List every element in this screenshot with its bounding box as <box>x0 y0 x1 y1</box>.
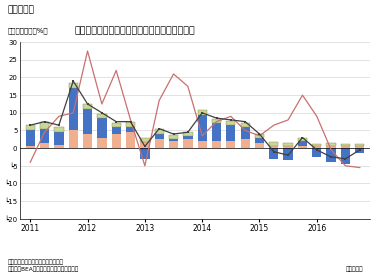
Bar <box>25 146 35 148</box>
Bar <box>97 138 107 148</box>
Bar <box>126 132 135 148</box>
Bar <box>240 127 250 139</box>
Bar <box>97 118 107 138</box>
Bar <box>83 104 92 109</box>
Bar <box>183 136 193 139</box>
Bar <box>126 127 135 132</box>
Bar <box>25 130 35 146</box>
Bar <box>283 146 293 148</box>
Bar <box>355 146 364 148</box>
Text: （前期比年率、%）: （前期比年率、%） <box>7 27 48 34</box>
Bar <box>341 146 350 148</box>
Bar <box>97 114 107 118</box>
Bar <box>54 145 64 148</box>
Bar <box>111 134 121 148</box>
Bar <box>197 110 207 115</box>
Bar <box>226 141 236 148</box>
Bar <box>54 127 64 132</box>
Bar <box>355 144 364 146</box>
Bar <box>312 144 322 146</box>
Bar <box>169 141 178 148</box>
Bar <box>40 122 49 129</box>
Text: 米国の実質設備投資（寄与度）と実質住宅投資: 米国の実質設備投資（寄与度）と実質住宅投資 <box>75 26 196 35</box>
Text: （四半期）: （四半期） <box>345 266 363 272</box>
Bar <box>269 146 279 148</box>
Text: （資料）BEAよりニッセイ基礎研究所作成: （資料）BEAよりニッセイ基礎研究所作成 <box>7 266 79 272</box>
Bar <box>68 83 78 88</box>
Bar <box>140 148 150 159</box>
Bar <box>341 148 350 164</box>
Bar <box>240 139 250 148</box>
Bar <box>183 132 193 136</box>
Bar <box>298 141 307 146</box>
Bar <box>341 144 350 146</box>
Bar <box>255 143 264 148</box>
Bar <box>68 88 78 130</box>
Bar <box>312 146 322 148</box>
Bar <box>197 141 207 148</box>
Text: （図表５）: （図表５） <box>7 5 34 14</box>
Bar <box>255 134 264 138</box>
Bar <box>212 141 221 148</box>
Bar <box>154 129 164 134</box>
Bar <box>226 121 236 125</box>
Bar <box>197 115 207 141</box>
Bar <box>269 143 279 146</box>
Bar <box>169 139 178 141</box>
Bar <box>154 134 164 139</box>
Bar <box>140 142 150 148</box>
Bar <box>269 148 279 159</box>
Bar <box>83 134 92 148</box>
Bar <box>327 146 336 148</box>
Bar <box>169 135 178 139</box>
Bar <box>140 138 150 142</box>
Text: （注）季節調整済系列の前期比年率: （注）季節調整済系列の前期比年率 <box>7 259 64 265</box>
Bar <box>183 139 193 148</box>
Bar <box>312 148 322 157</box>
Bar <box>126 122 135 127</box>
Bar <box>212 123 221 141</box>
Bar <box>298 146 307 148</box>
Bar <box>298 138 307 141</box>
Bar <box>54 132 64 145</box>
Bar <box>283 143 293 146</box>
Bar <box>327 143 336 146</box>
Bar <box>355 148 364 153</box>
Bar <box>212 119 221 123</box>
Bar <box>255 138 264 143</box>
Bar <box>154 139 164 148</box>
Bar <box>25 125 35 130</box>
Bar <box>226 125 236 141</box>
Bar <box>83 109 92 134</box>
Bar <box>40 143 49 148</box>
Bar <box>283 148 293 161</box>
Bar <box>240 123 250 127</box>
Bar <box>111 127 121 134</box>
Bar <box>111 123 121 127</box>
Bar <box>327 148 336 162</box>
Bar <box>40 129 49 143</box>
Bar <box>68 130 78 148</box>
